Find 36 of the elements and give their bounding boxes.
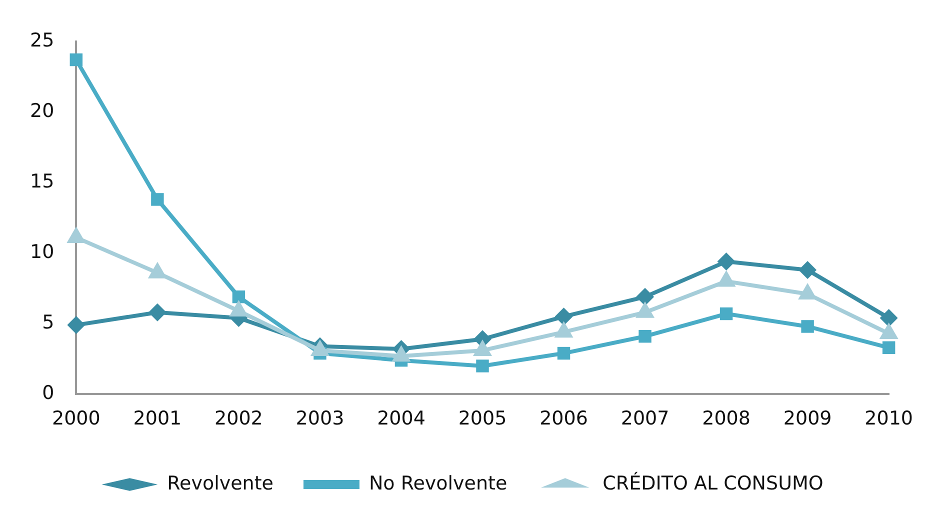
y-tick-label: 10 [30,241,54,264]
x-tick-label: 2001 [133,408,182,430]
y-tick-label: 5 [42,312,54,334]
point [638,330,652,343]
x-tick-label: 2003 [296,408,344,430]
point [720,307,733,320]
x-tick-label: 2004 [377,408,426,430]
y-tick-label: 25 [30,29,54,52]
legend-label: Revolvente [167,472,274,494]
x-tick-label: 2005 [458,408,507,430]
point [557,346,570,360]
x-tick-label: 2007 [620,408,670,430]
point [232,290,246,304]
y-tick-label: 0 [42,382,54,404]
y-tick-label: 15 [30,170,54,192]
legend-label: No Revolvente [368,472,508,494]
x-tick-label: 2009 [783,408,832,430]
point [798,261,817,280]
x-tick-label: 2010 [864,408,914,430]
point [801,320,814,333]
x-tick-label: 2006 [540,408,588,430]
x-tick-label: 2008 [702,408,750,430]
point [67,316,86,334]
point [554,308,573,326]
y-tick-label: 20 [30,100,54,122]
x-tick-label: 2000 [52,408,100,430]
point [70,53,83,66]
point [151,193,164,206]
point [476,360,489,372]
point [148,303,166,322]
legend-label: CRÉDITO AL CONSUMO [602,471,824,494]
x-tick-label: 2002 [214,408,263,430]
point [882,341,896,354]
point [880,308,898,327]
point [636,288,654,306]
point [717,252,736,271]
